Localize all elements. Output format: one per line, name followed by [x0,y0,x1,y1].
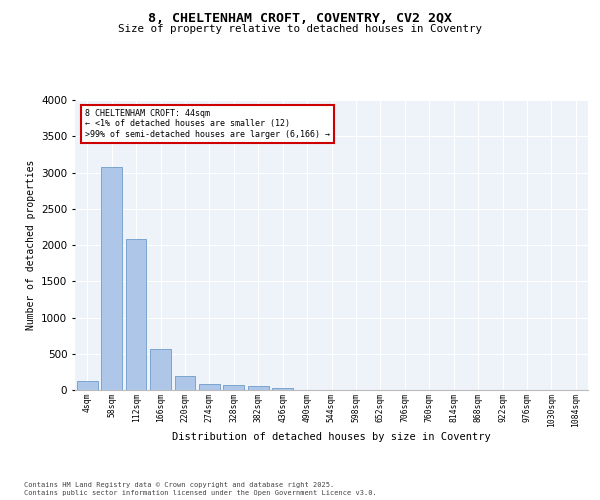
Bar [125,239,146,390]
Bar [223,386,244,390]
Bar [199,384,220,390]
Text: 8 CHELTENHAM CROFT: 44sqm
← <1% of detached houses are smaller (12)
>99% of semi: 8 CHELTENHAM CROFT: 44sqm ← <1% of detac… [85,108,330,138]
Text: Contains HM Land Registry data © Crown copyright and database right 2025.: Contains HM Land Registry data © Crown c… [24,482,334,488]
Bar [272,388,293,390]
Text: Size of property relative to detached houses in Coventry: Size of property relative to detached ho… [118,24,482,34]
Bar [150,350,171,390]
Bar [175,376,196,390]
Text: Contains public sector information licensed under the Open Government Licence v3: Contains public sector information licen… [24,490,377,496]
Bar [248,386,269,390]
Bar [101,166,122,390]
Text: 8, CHELTENHAM CROFT, COVENTRY, CV2 2QX: 8, CHELTENHAM CROFT, COVENTRY, CV2 2QX [148,12,452,26]
Y-axis label: Number of detached properties: Number of detached properties [26,160,35,330]
Bar [77,382,98,390]
X-axis label: Distribution of detached houses by size in Coventry: Distribution of detached houses by size … [172,432,491,442]
